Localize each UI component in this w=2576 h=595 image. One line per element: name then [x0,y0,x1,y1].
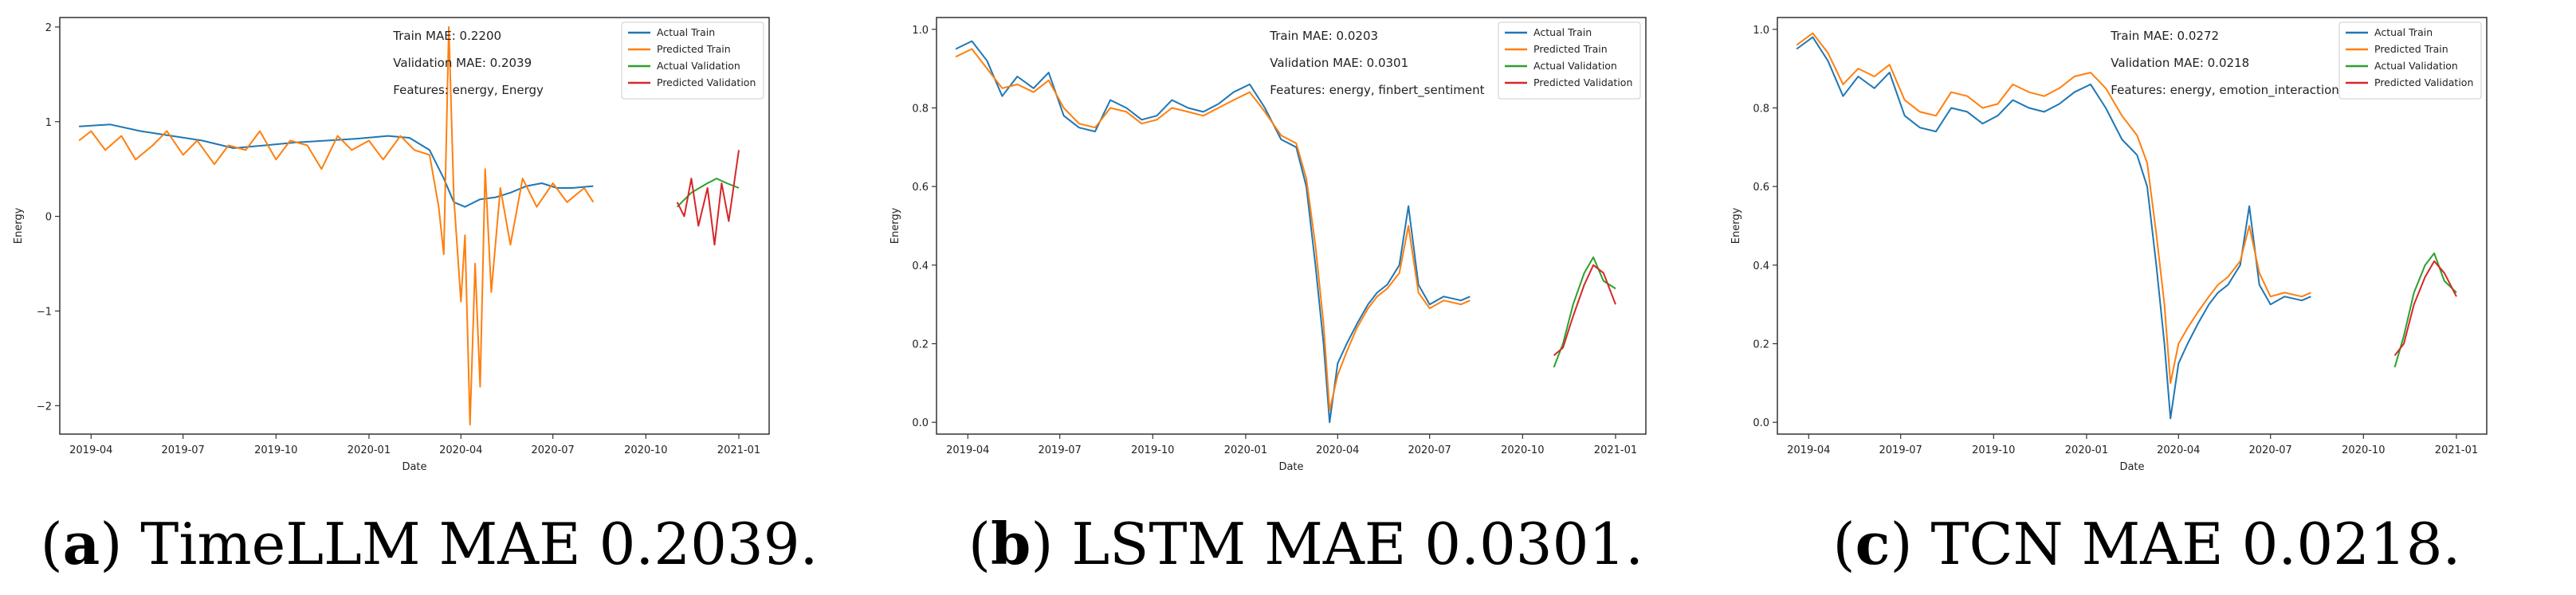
legend-label: Predicted Validation [657,76,756,88]
series-line [1553,256,1616,368]
legend-label: Predicted Train [1533,43,1608,55]
metric-text: Validation MAE: 0.2039 [393,56,532,70]
legend-label: Actual Validation [2374,60,2458,72]
x-tick-label: 2020-10 [2342,444,2385,456]
x-tick-label: 2020-04 [1316,444,1359,456]
legend-label: Predicted Validation [2374,76,2473,88]
x-tick-label: 2021-01 [2435,444,2478,456]
x-tick-label: 2020-10 [624,444,667,456]
x-axis-label: Date [402,461,426,473]
x-tick-label: 2020-07 [532,444,575,456]
metric-text: Train MAE: 0.2200 [392,29,501,43]
y-tick-label: −1 [37,306,52,318]
metric-text: Train MAE: 0.0203 [1269,29,1378,43]
series-line [2393,260,2457,356]
metric-text: Train MAE: 0.0272 [2110,29,2219,43]
legend-label: Predicted Train [657,43,731,55]
series-line [78,25,595,426]
y-tick-label: −2 [37,401,52,413]
series-line [1796,36,2311,420]
y-axis-label: Energy [889,207,901,244]
y-tick-label: 1.0 [912,25,929,37]
x-tick-label: 2019-10 [1131,444,1174,456]
x-tick-label: 2020-04 [439,444,482,456]
x-tick-label: 2020-04 [2157,444,2200,456]
chart-panel-b: 2019-04 2019-07 2019-10 2020-01 2020-04 2020-… [877,0,1735,595]
y-tick-label: 0.8 [1753,103,1769,115]
x-tick-label: 2020-07 [2249,444,2292,456]
legend-label: Actual Train [2374,26,2433,38]
y-tick-label: 0.6 [1753,182,1769,194]
series-line [2393,252,2457,368]
y-tick-label: 0 [45,212,52,224]
metric-text: Validation MAE: 0.0301 [1270,56,1408,70]
caption-text: ) LSTM MAE 0.0301. [1031,511,1644,577]
legend-label: Actual Validation [657,60,740,72]
chart-panel-a: 2019-04 2019-07 2019-10 2020-01 2020-04 2020-… [0,0,858,595]
caption: (a) TimeLLM MAE 0.2039. [40,510,819,577]
metric-text: Features: energy, Energy [393,83,544,97]
y-tick-label: 0.8 [912,103,929,115]
y-tick-label: 0.2 [1753,339,1769,351]
x-tick-label: 2019-07 [162,444,205,456]
legend-label: Actual Validation [1533,60,1617,72]
caption-text: ) TCN MAE 0.0218. [1890,511,2461,577]
y-axis-label: Energy [1730,207,1742,244]
y-tick-label: 0.6 [912,182,929,194]
x-tick-label: 2020-01 [2065,444,2108,456]
x-tick-label: 2019-07 [1039,444,1082,456]
chart-svg: 2019-04 2019-07 2019-10 2020-01 2020-04 2020-… [889,17,1647,473]
legend-box [1498,22,1641,100]
x-tick-label: 2021-01 [1594,444,1637,456]
y-tick-label: 1.0 [1753,25,1769,37]
caption: (c) TCN MAE 0.0218. [1832,510,2461,577]
chart-panel-c: 2019-04 2019-07 2019-10 2020-01 2020-04 2020-… [1718,0,2576,595]
series-line [955,48,1471,412]
caption-letter: c [1855,510,1891,577]
caption: (b) LSTM MAE 0.0301. [968,510,1644,577]
y-axis-label: Energy [13,207,25,244]
x-tick-label: 2019-07 [1879,444,1922,456]
legend-box [2338,22,2482,100]
x-tick-label: 2021-01 [717,444,760,456]
x-tick-label: 2019-10 [1972,444,2015,456]
x-tick-label: 2020-01 [1224,444,1267,456]
x-tick-label: 2020-10 [1501,444,1544,456]
series-line [1553,264,1616,357]
legend-box [621,22,764,100]
y-tick-label: 0.4 [1753,260,1769,272]
y-tick-label: 2 [45,22,52,34]
y-tick-label: 0.0 [912,417,929,429]
legend-label: Predicted Validation [1533,76,1632,88]
x-tick-label: 2019-04 [1787,444,1830,456]
metric-text: Validation MAE: 0.0218 [2111,56,2249,70]
metric-text: Features: energy, emotion_interaction [2111,83,2339,98]
y-tick-label: 0.0 [1753,417,1769,429]
x-tick-label: 2019-04 [69,444,112,456]
x-tick-label: 2019-10 [254,444,297,456]
chart-svg: 2019-04 2019-07 2019-10 2020-01 2020-04 2020-… [1730,17,2488,473]
y-tick-label: 1 [45,117,52,129]
x-axis-label: Date [2119,461,2144,473]
series-line [676,150,740,246]
caption-letter: a [62,510,100,577]
metric-text: Features: energy, finbert_sentiment [1270,83,1484,98]
x-axis-label: Date [1278,461,1303,473]
legend-label: Predicted Train [2374,43,2448,55]
y-tick-label: 0.4 [912,260,929,272]
chart-svg: 2019-04 2019-07 2019-10 2020-01 2020-04 2020-… [13,17,770,473]
legend-label: Actual Train [657,26,715,38]
caption-letter: b [991,510,1031,577]
x-tick-label: 2020-07 [1408,444,1451,456]
caption-text: ) TimeLLM MAE 0.2039. [100,511,819,577]
series-line [1796,32,2311,384]
y-tick-label: 0.2 [912,339,929,351]
legend-label: Actual Train [1533,26,1592,38]
x-tick-label: 2020-01 [348,444,391,456]
x-tick-label: 2019-04 [946,444,989,456]
